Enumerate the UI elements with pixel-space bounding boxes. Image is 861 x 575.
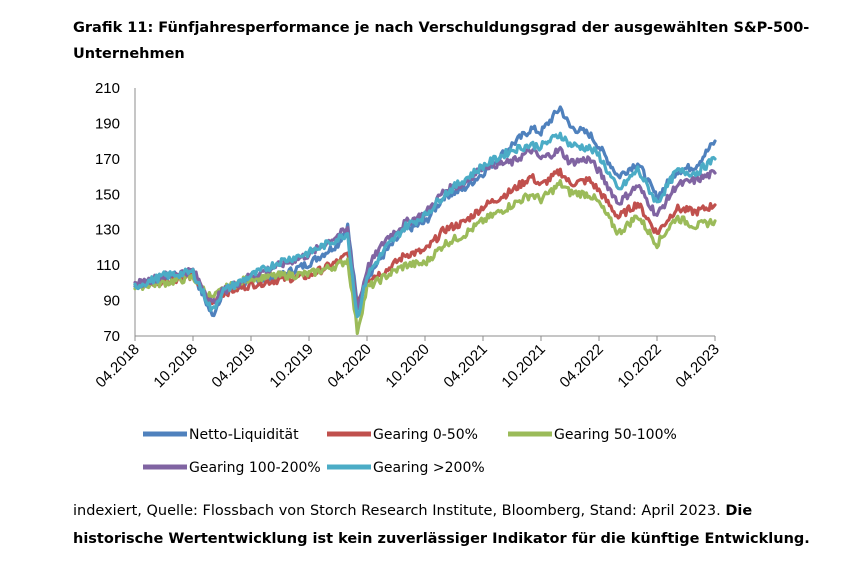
x-tick-label: 04.2022 [556, 341, 606, 391]
x-tick-label: 04.2020 [324, 341, 374, 391]
x-tick-label: 04.2018 [92, 341, 142, 391]
y-tick-label: 70 [103, 328, 120, 345]
y-axis-ticks: 70 90 110 130 150 170 190 210 [95, 80, 120, 345]
source-note: indexiert, Quelle: Flossbach von Storch … [73, 497, 833, 553]
legend-label: Gearing 100-200% [189, 460, 321, 476]
y-tick-label: 210 [95, 80, 120, 97]
x-tick-label: 10.2018 [150, 341, 200, 391]
series-line-4 [133, 131, 717, 319]
y-tick-label: 90 [103, 293, 120, 310]
y-tick-label: 190 [95, 115, 120, 132]
x-axis-ticks: 04.2018 10.2018 04.2019 10.2019 04.2020 10.20… [92, 336, 723, 391]
y-tick-label: 170 [95, 151, 120, 168]
legend-label: Gearing 50-100% [554, 427, 677, 443]
chart-title: Grafik 11: Fünfjahresperformance je nach… [73, 20, 810, 62]
disclaimer-text: Die historische Wertentwicklung ist kein… [73, 503, 810, 547]
series-line-2 [133, 179, 717, 336]
x-tick-label: 10.2019 [266, 341, 316, 391]
legend-label: Netto-Liquidität [189, 427, 299, 443]
x-tick-label: 10.2021 [498, 341, 548, 391]
y-tick-label: 130 [95, 222, 120, 239]
legend-label: Gearing 0-50% [373, 427, 478, 443]
x-tick-label: 10.2020 [382, 341, 432, 391]
x-tick-label: 04.2021 [440, 341, 490, 391]
series-lines [133, 105, 717, 336]
legend-label: Gearing >200% [373, 460, 485, 476]
x-tick-label: 04.2023 [672, 341, 722, 391]
series-line-1 [133, 167, 717, 306]
legend: Netto-Liquidität Gearing 0-50% Gearing 50-… [143, 427, 677, 476]
y-tick-label: 110 [96, 257, 120, 274]
source-text: indexiert, Quelle: Flossbach von Storch … [73, 503, 726, 519]
x-tick-label: 04.2019 [208, 341, 258, 391]
y-tick-label: 150 [95, 186, 120, 203]
x-tick-label: 10.2022 [614, 341, 664, 391]
